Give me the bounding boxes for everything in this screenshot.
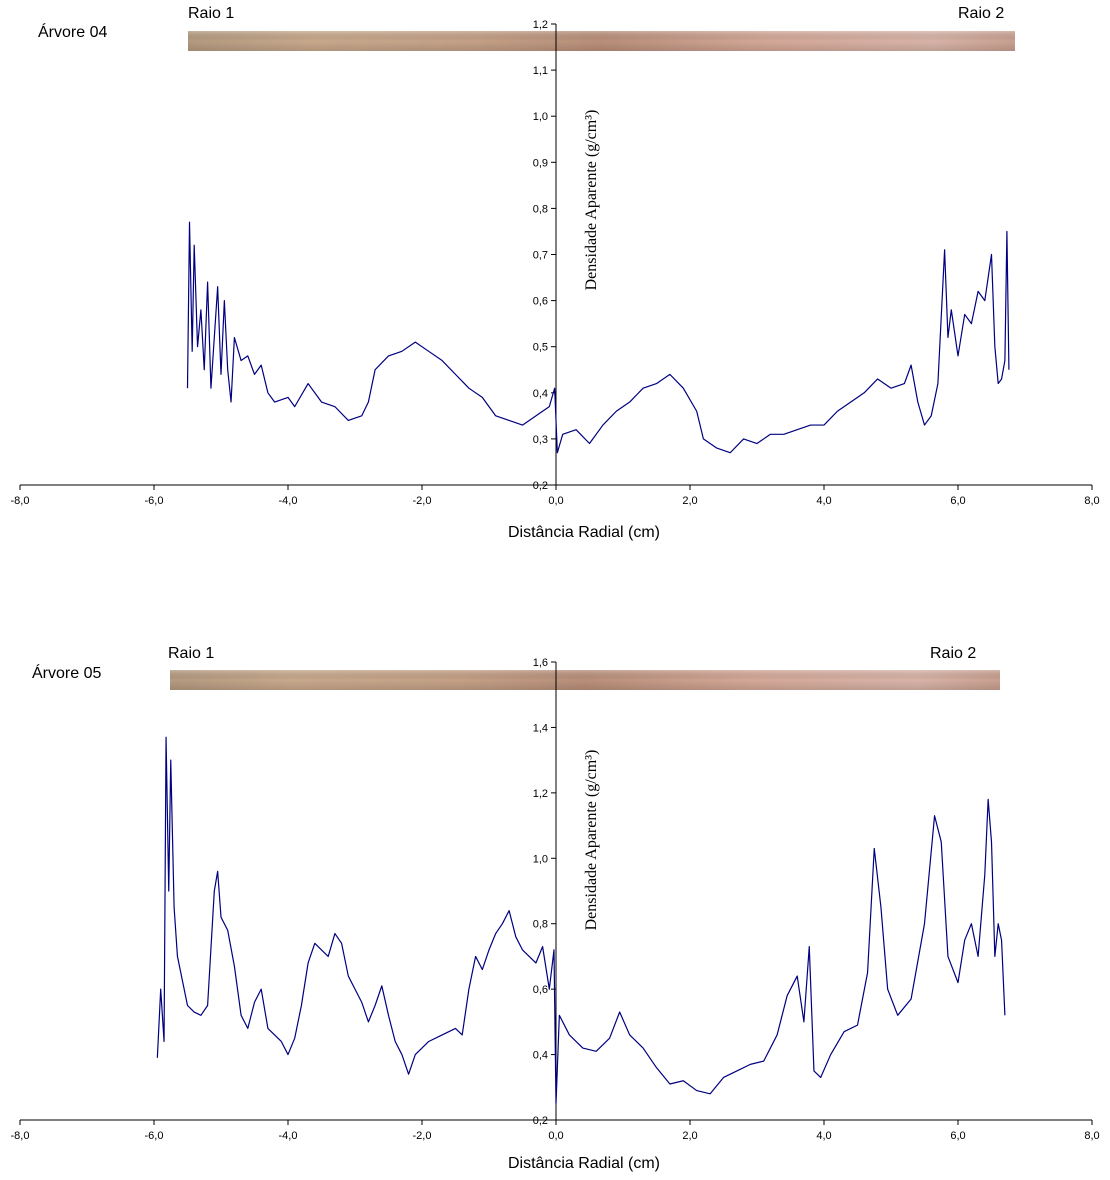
x-tick-label: -6,0 xyxy=(145,495,164,507)
x-axis-title: Distância Radial (cm) xyxy=(508,1155,660,1172)
y-tick-label: 0,2 xyxy=(533,1115,548,1127)
radius-label: Raio 1 xyxy=(168,645,214,662)
y-tick-label: 0,9 xyxy=(533,157,548,169)
y-tick-label: 0,3 xyxy=(533,434,548,446)
y-tick-label: 1,0 xyxy=(533,853,548,865)
y-axis-title: Densidade Aparente (g/cm³) xyxy=(583,750,600,931)
y-tick-label: 0,7 xyxy=(533,250,548,262)
x-tick-label: -2,0 xyxy=(413,495,432,507)
x-tick-label: 0,0 xyxy=(548,1130,563,1142)
y-tick-label: 0,6 xyxy=(533,296,548,308)
x-tick-label: 0,0 xyxy=(548,495,563,507)
x-tick-label: 6,0 xyxy=(950,1130,965,1142)
x-tick-label: 8,0 xyxy=(1084,1130,1099,1142)
y-tick-label: 0,5 xyxy=(533,342,548,354)
y-tick-label: 0,2 xyxy=(533,480,548,492)
tree-label: Árvore 05 xyxy=(32,663,101,682)
y-tick-label: 0,8 xyxy=(533,919,548,931)
x-tick-label: -2,0 xyxy=(413,1130,432,1142)
y-tick-label: 0,4 xyxy=(533,1050,548,1062)
x-tick-label: 2,0 xyxy=(682,1130,697,1142)
x-tick-label: 6,0 xyxy=(950,495,965,507)
y-tick-label: 1,2 xyxy=(533,788,548,800)
radius-label: Raio 1 xyxy=(188,5,234,22)
x-tick-label: -4,0 xyxy=(279,495,298,507)
density-line xyxy=(186,221,1010,454)
y-tick-label: 1,6 xyxy=(533,657,548,669)
y-tick-label: 0,8 xyxy=(533,203,548,215)
tree-label: Árvore 04 xyxy=(38,22,107,41)
x-tick-label: 2,0 xyxy=(682,495,697,507)
density-line xyxy=(156,736,1006,1105)
x-tick-label: -4,0 xyxy=(279,1130,298,1142)
x-axis-title: Distância Radial (cm) xyxy=(508,524,660,541)
y-tick-label: 1,1 xyxy=(533,65,548,77)
x-tick-label: 4,0 xyxy=(816,1130,831,1142)
y-axis-title: Densidade Aparente (g/cm³) xyxy=(583,110,600,291)
y-tick-label: 0,4 xyxy=(533,388,548,400)
wood-shade xyxy=(170,670,1000,690)
x-tick-label: -8,0 xyxy=(11,1130,30,1142)
x-tick-label: 8,0 xyxy=(1084,495,1099,507)
y-tick-label: 1,2 xyxy=(533,19,548,31)
y-tick-label: 0,6 xyxy=(533,984,548,996)
radius-label: Raio 2 xyxy=(930,645,976,662)
x-tick-label: -8,0 xyxy=(11,495,30,507)
y-tick-label: 1,0 xyxy=(533,111,548,123)
wood-shade xyxy=(188,31,1015,51)
x-tick-label: 4,0 xyxy=(816,495,831,507)
x-tick-label: -6,0 xyxy=(145,1130,164,1142)
y-tick-label: 1,4 xyxy=(533,722,548,734)
radius-label: Raio 2 xyxy=(958,5,1004,22)
